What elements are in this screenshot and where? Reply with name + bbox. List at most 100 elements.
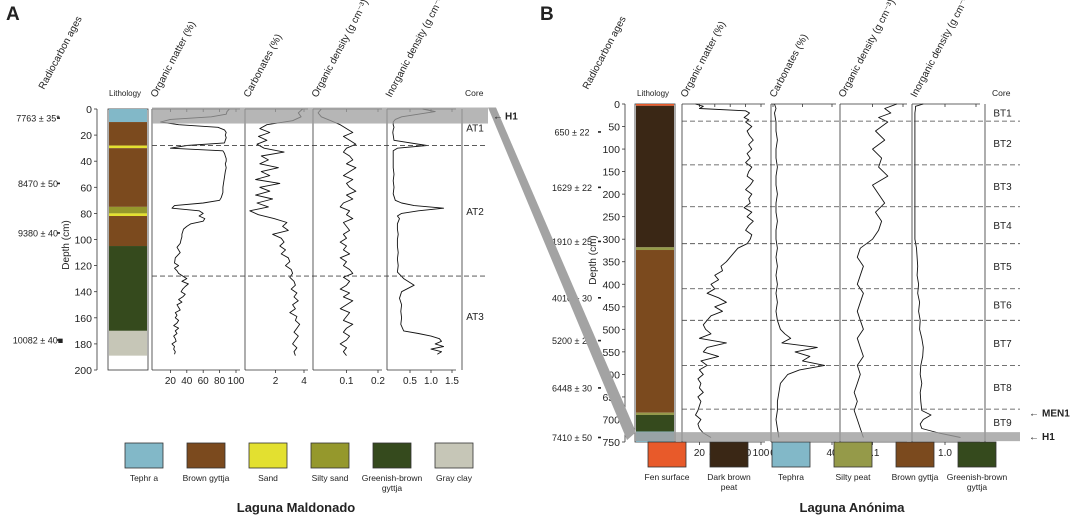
panel-b-legend-label: Fen surface (645, 472, 690, 482)
panel-b-core-unit: BT6 (993, 301, 1012, 312)
panel-b-legend-label: Brown gyttja (892, 472, 939, 482)
panel-a-legend-label: Greenish-brown (362, 473, 423, 483)
panel-a-lithology-greenish (109, 246, 147, 331)
panel-b-core-unit: BT8 (993, 383, 1012, 394)
panel-b-legend-label: Tephra (778, 472, 804, 482)
panel-a-series-line (392, 108, 445, 355)
panel-b-track-tick-label: 1.0 (938, 448, 952, 459)
panel-a-core-unit: AT2 (466, 207, 484, 218)
panel-a-lithology-label: Lithology (109, 89, 141, 98)
panel-a-track-tick-label: 20 (165, 376, 177, 387)
panel-a-legend-swatch-greenish (372, 442, 412, 469)
panel-a-depth-tick-label: 200 (74, 365, 92, 377)
panel-a-legend-label: Sand (258, 473, 278, 483)
panel-b-core-unit: BT3 (993, 182, 1012, 193)
panel-a-depth-tick-label: 160 (74, 313, 92, 325)
panel-b-lithology-siltypeat (636, 247, 674, 251)
h1-arrow-a: ← (493, 112, 503, 123)
panel-b-letter: B (540, 4, 554, 25)
panel-b-series-line (914, 103, 961, 438)
panel-b-depth-label: Depth (cm) (588, 235, 599, 284)
panel-b-age-label: 1629 ± 22 (552, 183, 592, 193)
panel-b-track-title: Carbonates (%) (768, 32, 811, 99)
panel-b-lithology-brown (636, 250, 674, 413)
panel-b-depth-tick-label: 0 (614, 99, 620, 111)
panel-a-legend-swatch-sand (248, 442, 288, 469)
panel-b-core-label: Core (992, 88, 1011, 98)
panel-b-depth-tick-label: 250 (602, 212, 620, 224)
panel-b-age-label: 6448 ± 30 (552, 383, 592, 393)
panel-b-core-unit: BT2 (993, 139, 1012, 150)
panel-a-title: Laguna Maldonado (237, 500, 356, 515)
panel-a-core-unit: AT3 (466, 312, 484, 323)
panel-b-age-label: 1910 ± 25 (552, 237, 592, 247)
panel-a-lithology-silty (109, 206, 147, 214)
panel-b-lithology-label: Lithology (637, 89, 669, 98)
panel-a-track-tick-label: 1.0 (424, 376, 438, 387)
panel-a-depth-tick-label: 60 (80, 182, 92, 194)
panel-a-age-label: 10082 ± 40■ (13, 335, 63, 345)
panel-a-legend-label: Brown gyttja (183, 473, 230, 483)
panel-a-depth-tick-label: 140 (74, 287, 92, 299)
panel-a-legend-swatch-silty (310, 442, 350, 469)
panel-a-legend-swatch-gray (434, 442, 474, 469)
panel-b-lithology-siltypeat (636, 412, 674, 415)
panel-b-depth-tick-label: 400 (602, 279, 620, 291)
panel-b-legend-label: Greenish-brown (947, 472, 1008, 482)
h1-band-panel-b (635, 432, 1020, 442)
panel-b-depth-tick-label: 350 (602, 257, 620, 269)
panel-a-legend-swatch-tephra (124, 442, 164, 469)
panel-a-legend-swatch-brown (186, 442, 226, 469)
panel-a-radiocarbon-label: Radiocarbon ages (37, 15, 85, 92)
panel-a-legend-label: gyttja (382, 483, 403, 493)
panel-b-age-label: 7410 ± 50 (552, 433, 592, 443)
panel-a-track-tick-label: 0.2 (371, 376, 385, 387)
panel-b-legend-label: Silty peat (836, 472, 872, 482)
panel-b-legend-label: gyttja (967, 482, 988, 492)
panel-b-title: Laguna Anónima (800, 500, 906, 515)
marker-label: MEN1 (1042, 409, 1070, 420)
panel-a-depth-tick-label: 80 (80, 208, 92, 220)
panel-b-age-label: 5200 ± 25 (552, 336, 592, 346)
marker-arrow: ← (1029, 409, 1039, 420)
panel-a-track-tick-label: 2 (273, 376, 279, 387)
panel-a-track-tick-label: 0.1 (340, 376, 354, 387)
panel-a-age-label: 8470 ± 50 (18, 179, 58, 189)
panel-a-depth-tick-label: 40 (80, 156, 92, 168)
panel-b-radiocarbon-label: Radiocarbon ages (581, 15, 629, 92)
panel-b-core-unit: BT7 (993, 339, 1012, 350)
panel-b-series-line (695, 103, 754, 438)
panel-b-core-unit: BT1 (993, 109, 1012, 120)
panel-a-depth-tick-label: 0 (86, 104, 92, 116)
panel-a-lithology-gray (109, 330, 147, 356)
panel-a-depth-tick-label: 120 (74, 261, 92, 273)
panel-b-legend-swatch-siltypeat (833, 441, 873, 468)
h1-correlation-connector (488, 107, 636, 441)
marker-arrow: ← (1029, 432, 1039, 443)
panel-a-legend-label: Tephr a (130, 473, 159, 483)
panel-b-lithology-greenish (636, 414, 674, 432)
panel-b-lithology-fen (636, 104, 674, 106)
panel-a-depth-tick-label: 100 (74, 235, 92, 247)
panel-a-age-label: 7763 ± 35* (16, 114, 60, 124)
panel-b-core-unit: BT9 (993, 418, 1012, 429)
panel-b-legend-swatch-darkpeat (709, 441, 749, 468)
panel-b-legend-swatch-brown (895, 441, 935, 468)
panel-b-age-label: 650 ± 22 (555, 127, 590, 137)
panel-b-legend-swatch-greenish (957, 441, 997, 468)
panel-b-depth-tick-label: 50 (608, 122, 620, 134)
panel-b-track-title: Inorganic density (g cm⁻³) (909, 0, 973, 99)
panel-a-letter: A (6, 4, 20, 25)
panel-b-core-unit: BT5 (993, 262, 1012, 273)
panel-a-core-label: Core (465, 88, 484, 98)
panel-b-depth-tick-label: 200 (602, 189, 620, 201)
panel-a-track-tick-label: 4 (301, 376, 307, 387)
panel-a-track-tick-label: 40 (181, 376, 193, 387)
panel-b-depth-tick-label: 550 (602, 347, 620, 359)
panel-b-track-title: Organic density (g cm⁻³) (837, 0, 898, 99)
panel-a-lithology-sand (109, 213, 147, 217)
panel-a-lithology-brown (109, 216, 147, 247)
panel-a-track-title: Organic density (g cm⁻³) (310, 0, 371, 99)
panel-a-track-title: Inorganic density (g cm⁻³) (384, 0, 448, 99)
